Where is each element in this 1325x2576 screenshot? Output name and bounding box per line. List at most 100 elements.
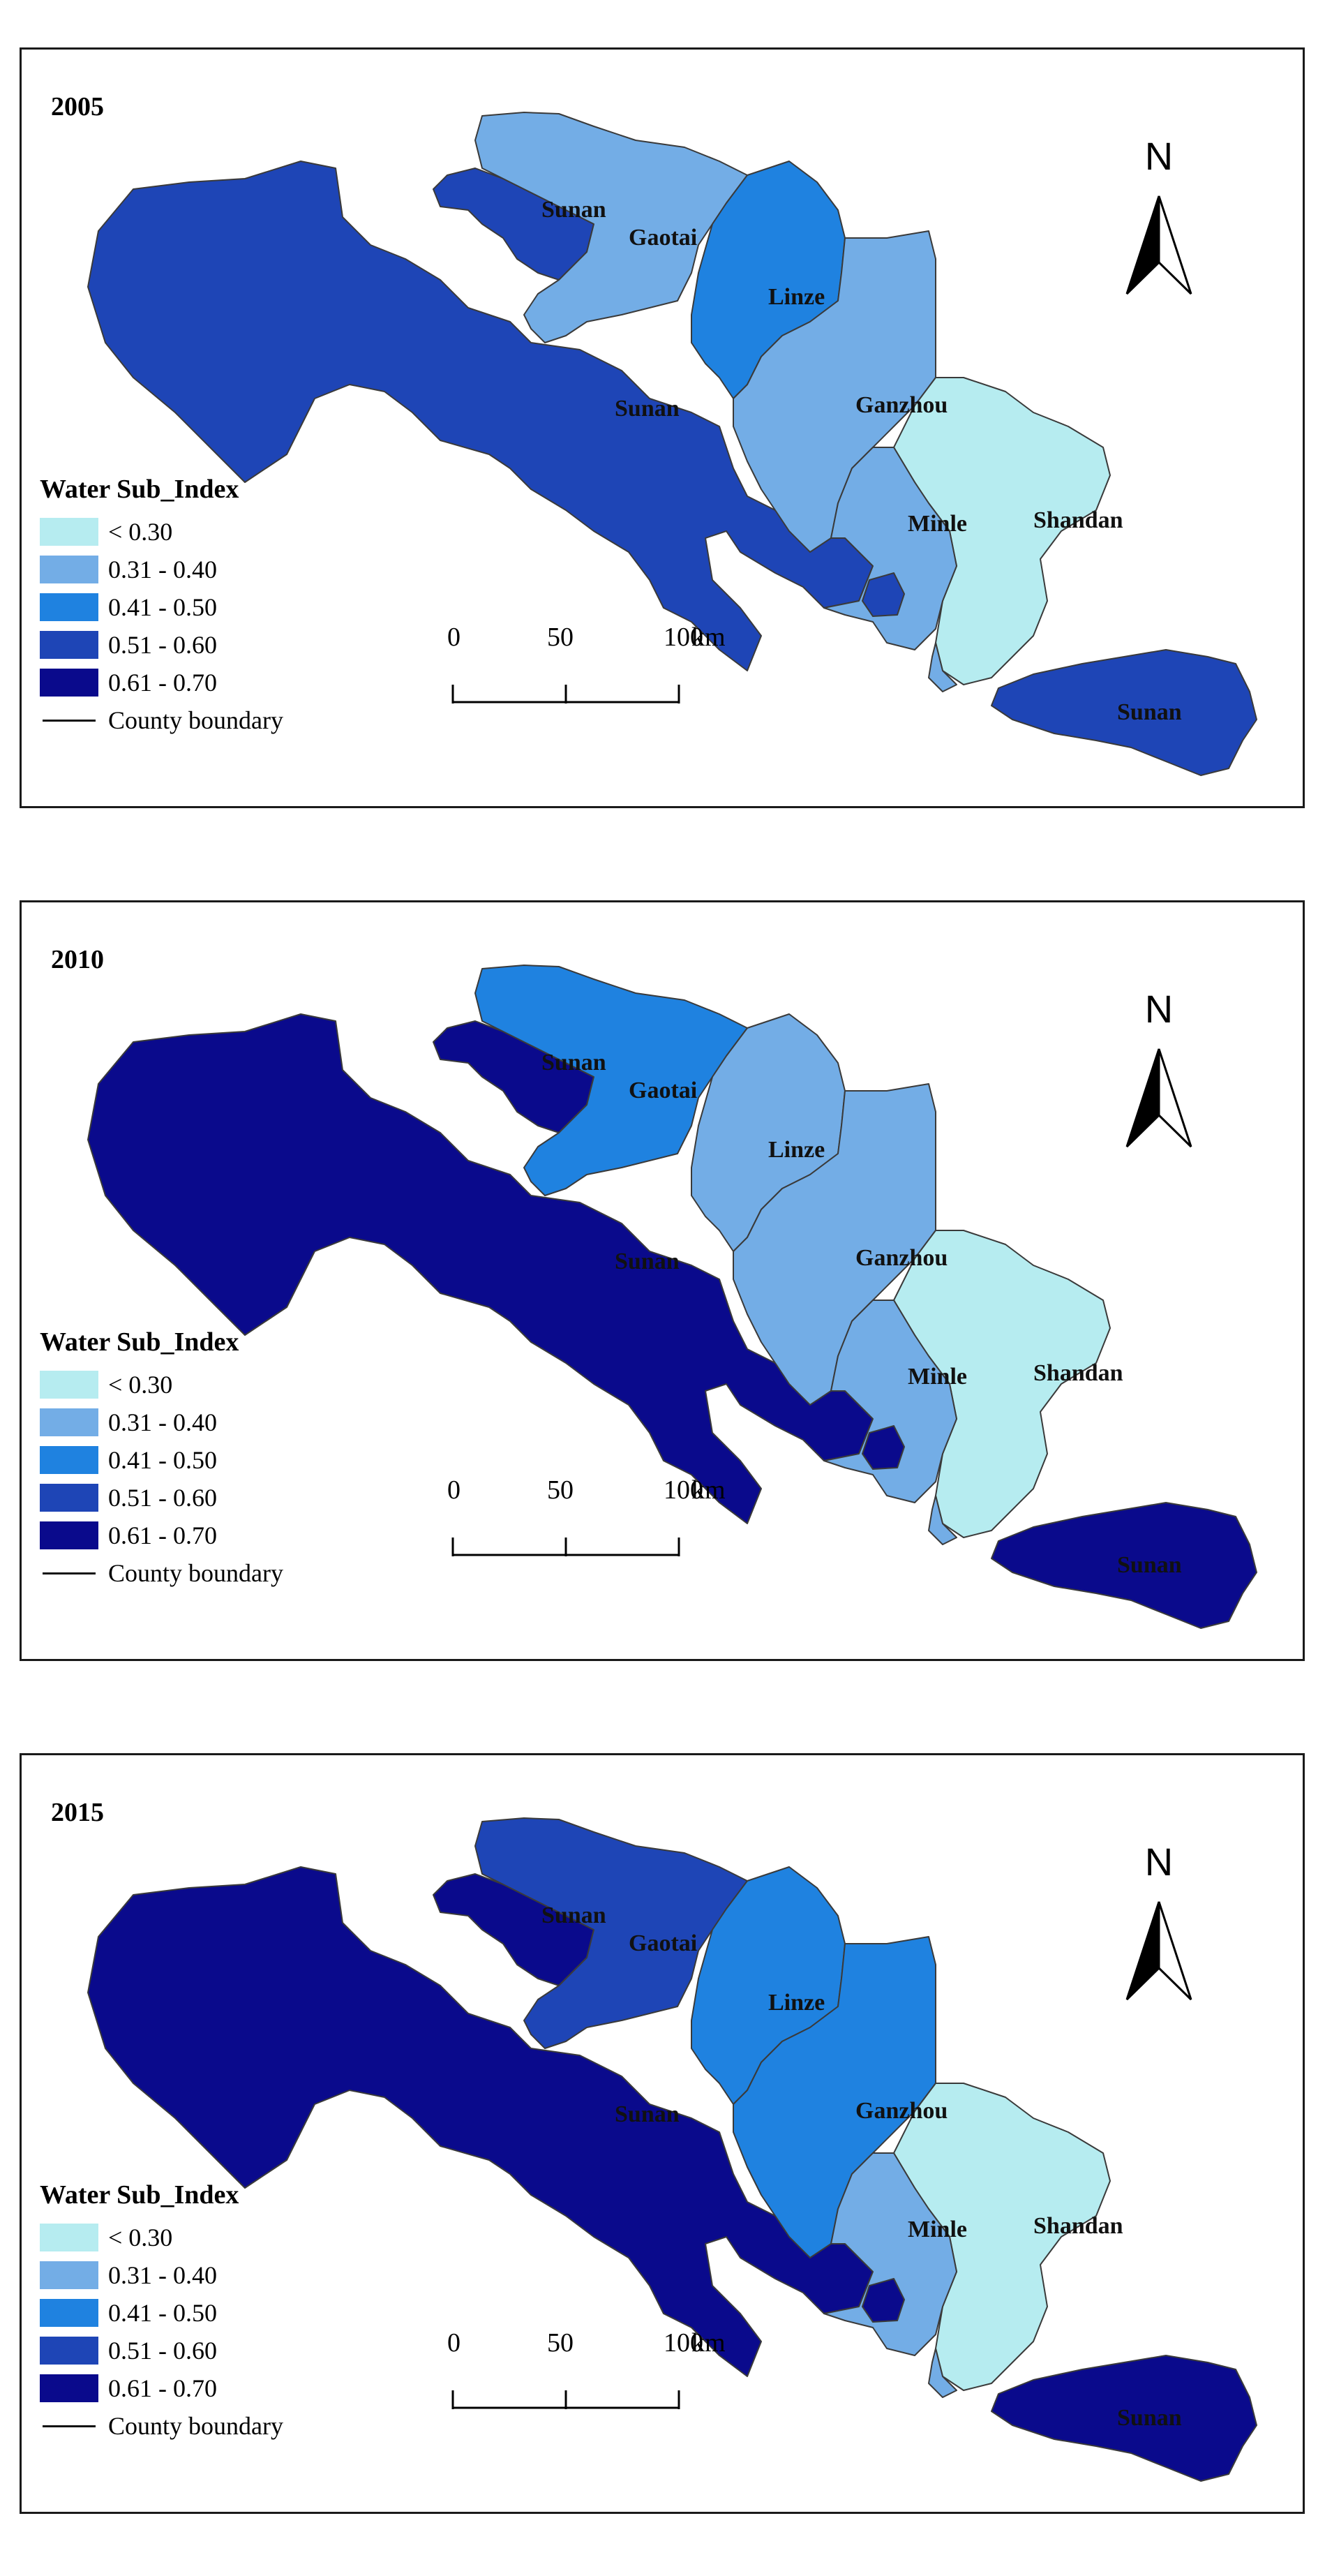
county-label-sunan: Sunan bbox=[615, 396, 680, 422]
legend-swatch bbox=[40, 631, 98, 659]
scale-tick-label: 50 bbox=[547, 2328, 574, 2358]
legend-label: 0.41 - 0.50 bbox=[108, 593, 217, 621]
legend-item: 0.51 - 0.60 bbox=[40, 2332, 375, 2369]
legend-label: 0.31 - 0.40 bbox=[108, 556, 217, 583]
legend-label: < 0.30 bbox=[108, 2224, 173, 2251]
legend-item: 0.41 - 0.50 bbox=[40, 2294, 375, 2332]
minle-polygon bbox=[823, 2152, 957, 2356]
legend-swatch bbox=[40, 2299, 98, 2327]
county-label-gaotai: Gaotai bbox=[629, 1930, 697, 1956]
county-map: Sunan Gaotai Linze Ganzhou Minle Shandan Sunan… bbox=[87, 1817, 1257, 2482]
gaotai-polygon bbox=[474, 965, 748, 1196]
county-label-linze: Linze bbox=[768, 1137, 825, 1163]
legend-swatch bbox=[40, 2374, 98, 2402]
sunan-southeast-polygon bbox=[991, 2355, 1257, 2482]
scale-unit: km bbox=[691, 623, 726, 652]
legend-label: 0.51 - 0.60 bbox=[108, 1484, 217, 1512]
legend-item: 0.41 - 0.50 bbox=[40, 1441, 375, 1479]
legend-swatch bbox=[40, 1408, 98, 1436]
legend-title: Water Sub_Index bbox=[40, 475, 239, 504]
scale-tick-label: 50 bbox=[547, 623, 574, 652]
map-panel-2015: Sunan Gaotai Linze Ganzhou Minle Shandan Sunan… bbox=[20, 1753, 1305, 2514]
county-label-shandan: Shandan bbox=[1033, 1360, 1123, 1386]
legend-label: 0.31 - 0.40 bbox=[108, 1408, 217, 1436]
legend-swatch bbox=[40, 1446, 98, 1474]
boundary-line-icon bbox=[40, 706, 98, 734]
scale-tick-label: 100 bbox=[664, 2328, 703, 2358]
sunan-southeast-polygon bbox=[991, 1502, 1257, 1629]
sunan-east-exclave-polygon bbox=[862, 1425, 905, 1470]
legend-swatch bbox=[40, 2337, 98, 2365]
county-map: Sunan Gaotai Linze Ganzhou Minle Shandan Sunan… bbox=[87, 112, 1257, 776]
county-label-shandan: Shandan bbox=[1033, 507, 1123, 533]
legend-item-boundary: County boundary bbox=[40, 2407, 375, 2445]
county-label-minle: Minle bbox=[908, 1364, 967, 1390]
scale-tick-label: 100 bbox=[664, 623, 703, 652]
county-label-minle: Minle bbox=[908, 2217, 967, 2242]
county-label-ganzhou: Ganzhou bbox=[855, 2098, 948, 2124]
north-arrow-icon: N bbox=[1110, 986, 1208, 1154]
ganzhou-polygon bbox=[733, 230, 936, 553]
legend-label: 0.61 - 0.70 bbox=[108, 2374, 217, 2402]
gaotai-polygon bbox=[474, 112, 748, 343]
sunan-southeast-polygon bbox=[991, 649, 1257, 776]
scale-unit: km bbox=[691, 1475, 726, 1505]
county-map: Sunan Gaotai Linze Ganzhou Minle Shandan Sunan… bbox=[87, 965, 1257, 1629]
county-label-gaotai: Gaotai bbox=[629, 1078, 697, 1103]
legend-swatch bbox=[40, 1371, 98, 1399]
scale-bar: 0 50 100 km bbox=[412, 1475, 726, 1572]
county-label-ganzhou: Ganzhou bbox=[855, 392, 948, 418]
county-label-sunan: Sunan bbox=[1117, 2405, 1182, 2431]
north-label: N bbox=[1144, 134, 1174, 178]
minle-exclave-polygon bbox=[928, 642, 957, 692]
legend-title: Water Sub_Index bbox=[40, 2180, 239, 2210]
county-label-shandan: Shandan bbox=[1033, 2213, 1123, 2239]
sunan-main-polygon bbox=[87, 161, 874, 671]
north-arrow-icon: N bbox=[1110, 1839, 1208, 2007]
ganzhou-polygon bbox=[733, 1936, 936, 2258]
legend-label: County boundary bbox=[108, 2412, 283, 2440]
sunan-main-polygon bbox=[87, 1013, 874, 1524]
county-label-sunan: Sunan bbox=[541, 1050, 606, 1075]
minle-polygon bbox=[823, 1300, 957, 1503]
legend-label: 0.51 - 0.60 bbox=[108, 631, 217, 659]
panel-year: 2005 bbox=[51, 92, 104, 121]
legend-item: 0.61 - 0.70 bbox=[40, 1517, 375, 1554]
legend-label: 0.61 - 0.70 bbox=[108, 1521, 217, 1549]
scale-unit: km bbox=[691, 2328, 726, 2358]
scale-tick-label: 50 bbox=[547, 1475, 574, 1505]
legend-item: < 0.30 bbox=[40, 2219, 375, 2256]
county-label-minle: Minle bbox=[908, 511, 967, 537]
legend: Water Sub_Index < 0.30 0.31 - 0.40 0.41 - 0… bbox=[40, 2180, 375, 2445]
minle-polygon bbox=[823, 447, 957, 650]
scale-tick-label: 0 bbox=[447, 2328, 461, 2358]
county-label-ganzhou: Ganzhou bbox=[855, 1245, 948, 1271]
scale-tick-label: 0 bbox=[447, 1475, 461, 1505]
legend-label: < 0.30 bbox=[108, 1371, 173, 1399]
county-label-gaotai: Gaotai bbox=[629, 225, 697, 251]
legend-item: 0.51 - 0.60 bbox=[40, 1479, 375, 1517]
map-panel-2005: Sunan Gaotai Linze Ganzhou Minle Shandan Sunan… bbox=[20, 47, 1305, 808]
legend-label: County boundary bbox=[108, 1559, 283, 1587]
legend-label: 0.51 - 0.60 bbox=[108, 2337, 217, 2365]
sunan-east-exclave-polygon bbox=[862, 572, 905, 617]
legend-item: < 0.30 bbox=[40, 513, 375, 551]
boundary-line-icon bbox=[40, 2412, 98, 2440]
north-label: N bbox=[1144, 1840, 1174, 1884]
north-arrow-icon: N bbox=[1110, 133, 1208, 301]
legend-item: 0.31 - 0.40 bbox=[40, 1404, 375, 1441]
ganzhou-polygon bbox=[733, 1083, 936, 1406]
legend-swatch bbox=[40, 669, 98, 697]
legend-item: 0.41 - 0.50 bbox=[40, 588, 375, 626]
gaotai-polygon bbox=[474, 1817, 748, 2049]
legend-item: 0.51 - 0.60 bbox=[40, 626, 375, 664]
legend-label: < 0.30 bbox=[108, 518, 173, 546]
scale-tick-label: 100 bbox=[664, 1475, 703, 1505]
legend: Water Sub_Index < 0.30 0.31 - 0.40 0.41 - 0… bbox=[40, 474, 375, 739]
legend-item: 0.31 - 0.40 bbox=[40, 2256, 375, 2294]
legend-item-boundary: County boundary bbox=[40, 701, 375, 739]
legend-swatch bbox=[40, 518, 98, 546]
legend-swatch bbox=[40, 1484, 98, 1512]
county-label-sunan: Sunan bbox=[1117, 699, 1182, 725]
legend-label: County boundary bbox=[108, 706, 283, 734]
